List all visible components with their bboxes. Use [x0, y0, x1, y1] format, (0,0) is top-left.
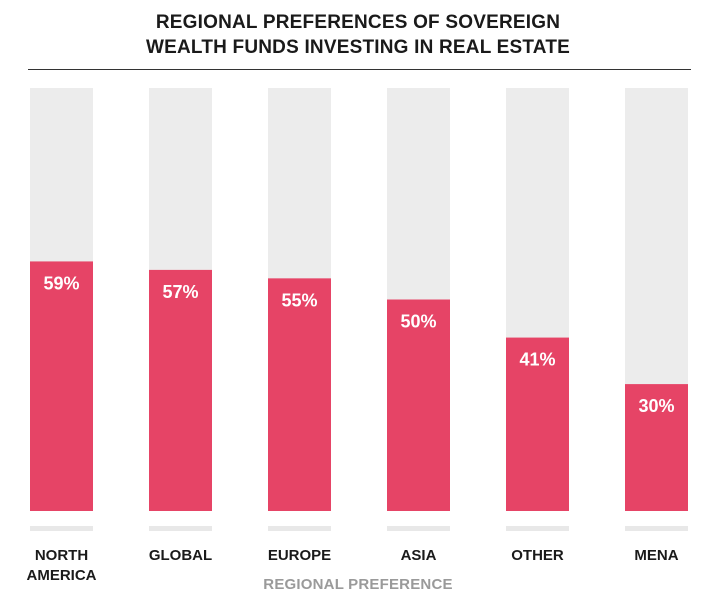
- bar-baseline: [506, 526, 569, 531]
- data-label: 50%: [400, 312, 436, 332]
- bar-baseline: [149, 526, 212, 531]
- bar-baseline: [30, 526, 93, 531]
- x-tick-label: MENA: [634, 547, 678, 564]
- bar: [387, 299, 450, 511]
- x-tick-label: GLOBAL: [149, 547, 212, 564]
- x-tick-label: ASIA: [401, 547, 437, 564]
- title-divider: [28, 69, 691, 70]
- bar: [506, 337, 569, 511]
- x-tick-label: EUROPE: [268, 547, 331, 564]
- chart-title-line-2: WEALTH FUNDS INVESTING IN REAL ESTATE: [146, 37, 570, 58]
- data-label: 57%: [162, 282, 198, 302]
- bar-baseline: [625, 526, 688, 531]
- bar: [149, 269, 212, 511]
- bar-baseline: [268, 526, 331, 531]
- bar-baseline: [387, 526, 450, 531]
- data-label: 59%: [43, 273, 79, 293]
- chart-title: REGIONAL PREFERENCES OF SOVEREIGN WEALTH…: [0, 10, 716, 60]
- bar: [268, 278, 331, 511]
- data-label: 41%: [519, 350, 555, 370]
- data-label: 30%: [638, 396, 674, 416]
- chart-title-line-1: REGIONAL PREFERENCES OF SOVEREIGN: [155, 12, 561, 33]
- data-label: 55%: [281, 290, 317, 310]
- x-axis-title: REGIONAL PREFERENCE: [263, 576, 453, 593]
- bar: [30, 261, 93, 511]
- x-tick-label: NORTH: [35, 547, 88, 564]
- x-tick-label: AMERICA: [27, 567, 97, 584]
- bar: [625, 384, 688, 511]
- x-tick-label: OTHER: [511, 547, 564, 564]
